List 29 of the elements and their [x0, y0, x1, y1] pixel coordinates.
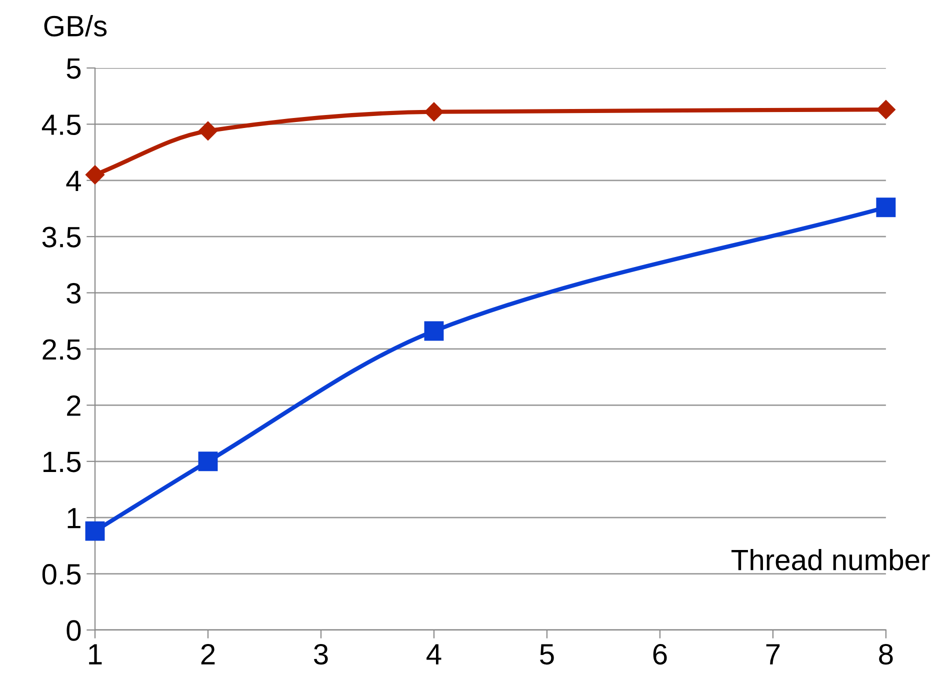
y-tick-label: 4.5 [42, 114, 81, 136]
point [424, 321, 444, 341]
point [876, 198, 896, 218]
y-tick-label: 2 [67, 395, 80, 416]
y-tick-label: 0 [66, 620, 81, 641]
x-tick-label: 4 [426, 644, 442, 664]
y-tick-label: 4 [66, 170, 81, 191]
x-tick-label: 3 [314, 644, 328, 665]
y-tick-label: 3.5 [42, 226, 81, 248]
point [198, 452, 218, 472]
point [85, 165, 105, 184]
x-tick-label: 2 [201, 644, 215, 664]
y-tick-label: 5 [66, 58, 81, 79]
x-tick-label: 7 [766, 644, 780, 664]
y-axis-title: GB/s [44, 15, 107, 36]
point [876, 100, 896, 120]
x-tick-label: 1 [89, 644, 102, 664]
x-tick-label: 6 [653, 644, 667, 665]
y-tick-label: 2.5 [42, 339, 81, 360]
point [198, 121, 218, 140]
x-tick-label: 8 [879, 644, 893, 665]
point [85, 521, 105, 541]
point [424, 102, 444, 122]
x-tick-label: 5 [540, 644, 554, 665]
y-tick-label: 1.5 [43, 452, 81, 472]
y-tick-label: 3 [66, 282, 81, 304]
y-tick-label: 1 [68, 508, 80, 528]
x-axis-title: Thread number [731, 548, 930, 570]
y-tick-label: 0.5 [42, 564, 81, 585]
